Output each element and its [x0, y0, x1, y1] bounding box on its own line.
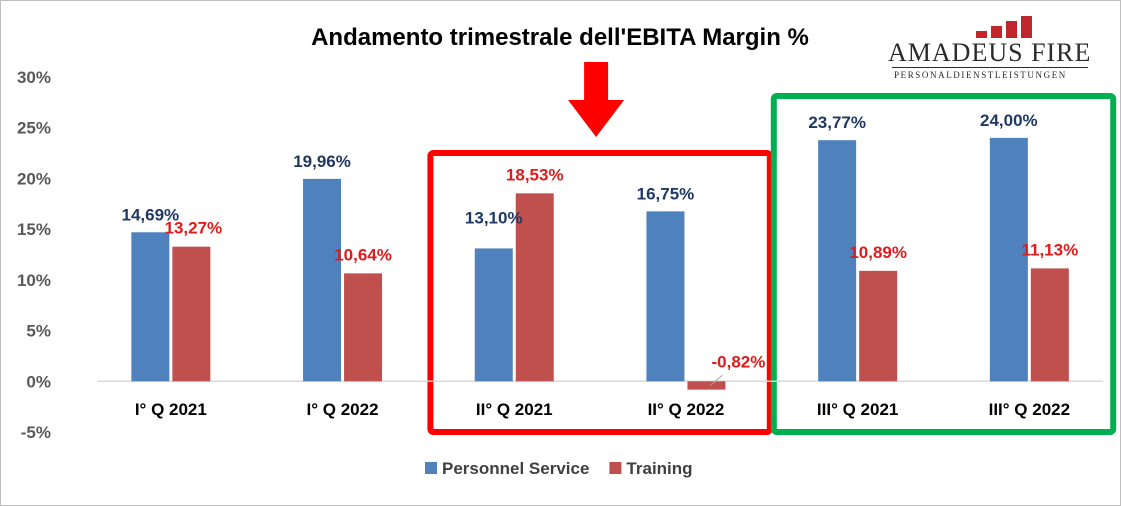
y-tick-label: 25%: [17, 119, 51, 138]
data-label: 13,27%: [165, 219, 223, 238]
data-label: 18,53%: [506, 165, 564, 184]
y-tick-label: 15%: [17, 220, 51, 239]
bars-layer: [131, 137, 1069, 390]
data-label: 13,10%: [465, 208, 523, 227]
legend-swatch: [609, 462, 622, 474]
axis-layer: -5% 0% 5% 10% 15% 20% 25% 30% I° Q 2021 I° Q 2022…: [17, 68, 1104, 442]
y-tick-label: 0%: [26, 372, 51, 391]
down-arrow-icon: [568, 62, 625, 137]
y-tick-label: 5%: [26, 322, 51, 341]
data-label: 11,13%: [1021, 240, 1078, 259]
bar-personnel-service: [303, 178, 342, 382]
chart-title: Andamento trimestrale dell'EBITA Margin …: [311, 24, 809, 51]
bar-training: [172, 246, 211, 382]
logo-squares-icon: [976, 16, 1036, 38]
highlight-layer: [427, 62, 1117, 435]
legend-label: Personnel Service: [442, 459, 589, 478]
bar-personnel-service: [989, 137, 1028, 382]
bar-training: [1030, 268, 1069, 382]
x-tick-label: I° Q 2021: [135, 400, 207, 419]
y-tick-label: 30%: [17, 68, 51, 87]
bar-training: [859, 270, 898, 382]
data-label: -0,82%: [712, 352, 766, 371]
data-label: 10,64%: [334, 245, 392, 264]
data-labels-layer: 14,69% 19,96% 13,10% 16,75% 23,77% 24,00% 13,2…: [122, 111, 1078, 386]
logo-tagline: PERSONALDIENSTLEISTUNGEN: [894, 70, 1067, 80]
x-tick-label: II° Q 2021: [476, 400, 553, 419]
x-tick-label: III° Q 2021: [817, 400, 898, 419]
data-label: 23,77%: [808, 113, 866, 132]
logo-divider: [892, 67, 1088, 68]
bar-personnel-service: [646, 211, 685, 382]
bar-training: [344, 273, 383, 382]
highlight-box-red: [427, 150, 773, 435]
data-label: 16,75%: [637, 184, 695, 203]
bar-personnel-service: [474, 248, 513, 382]
data-label: 10,89%: [849, 243, 907, 262]
legend: Personnel Service Training: [425, 459, 693, 478]
data-label: 19,96%: [293, 152, 351, 171]
data-label-leader: [710, 374, 723, 386]
data-label: 14,69%: [122, 205, 180, 224]
bar-personnel-service: [818, 140, 857, 382]
x-tick-label: III° Q 2022: [989, 400, 1070, 419]
bar-personnel-service: [131, 232, 170, 382]
legend-swatch: [425, 462, 437, 474]
data-label: 24,00%: [980, 111, 1038, 130]
x-tick-label: I° Q 2022: [307, 400, 379, 419]
y-tick-label: 10%: [17, 271, 51, 290]
y-tick-label: -5%: [21, 423, 51, 442]
amadeus-fire-logo: AMADEUS FIRE PERSONALDIENSTLEISTUNGEN: [888, 16, 1093, 80]
bar-training: [687, 381, 726, 390]
y-tick-label: 20%: [17, 169, 51, 188]
bar-training: [515, 193, 554, 382]
logo-name: AMADEUS FIRE: [888, 38, 1092, 67]
legend-label: Training: [626, 459, 692, 478]
x-tick-label: II° Q 2022: [648, 400, 725, 419]
highlight-box-green: [770, 93, 1117, 435]
